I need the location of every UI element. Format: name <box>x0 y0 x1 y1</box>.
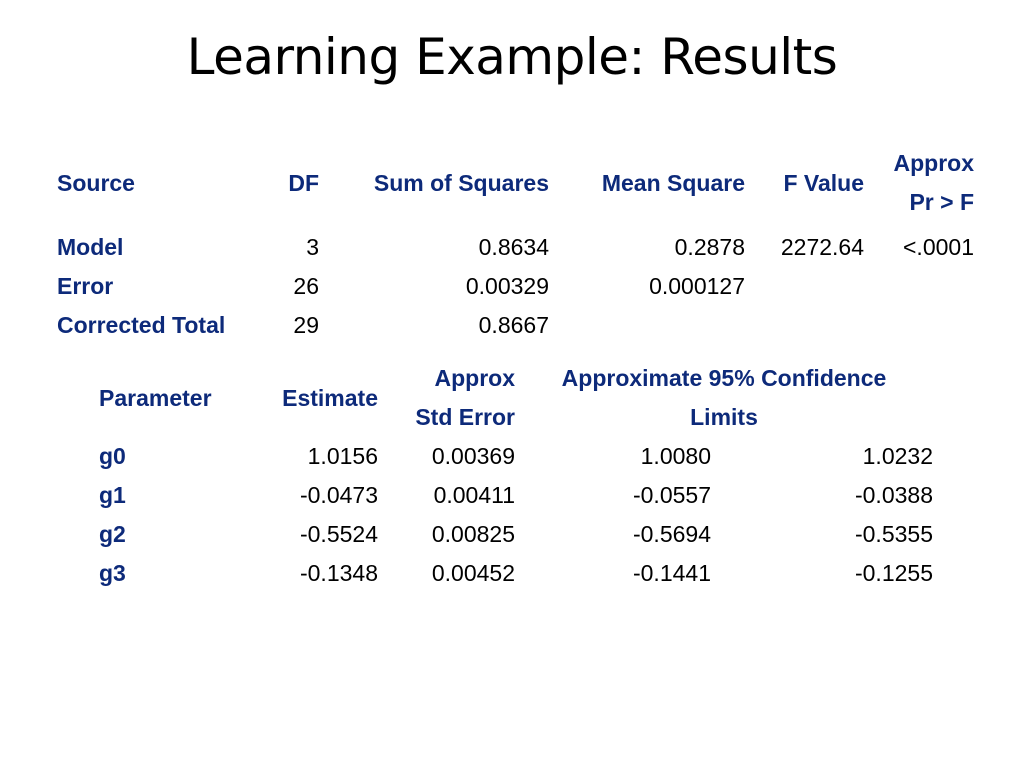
header-pr-gt-f: Pr > F <box>909 189 974 215</box>
row-f: 2272.64 <box>780 234 864 260</box>
row-std-error: 0.00369 <box>431 443 515 469</box>
row-upper-limit: -0.0388 <box>854 482 933 508</box>
header-confidence: Approximate 95% Confidence <box>561 365 887 391</box>
row-source: Corrected Total <box>57 312 226 338</box>
row-lower-limit: -0.1441 <box>632 560 711 586</box>
row-df: 3 <box>306 234 319 260</box>
header-df: DF <box>288 169 319 196</box>
table-row: Error 26 0.00329 0.000127 <box>57 267 974 306</box>
row-estimate: 1.0156 <box>307 443 378 469</box>
table-row: Corrected Total 29 0.8667 <box>57 306 974 345</box>
param-header-row-2: Std Error Limits <box>99 398 933 437</box>
parameter-estimates-table: Parameter Estimate Approx Approximate 95… <box>99 359 933 593</box>
row-lower-limit: -0.0557 <box>632 482 711 508</box>
param-header-row: Parameter Estimate Approx Approximate 95… <box>99 359 933 411</box>
header-approx-se: Approx <box>434 365 516 391</box>
table-row: g0 1.0156 0.00369 1.0080 1.0232 <box>99 437 933 476</box>
row-lower-limit: 1.0080 <box>640 443 711 469</box>
row-ss: 0.00329 <box>465 273 549 299</box>
row-estimate: -0.1348 <box>299 560 378 586</box>
row-lower-limit: -0.5694 <box>632 521 711 547</box>
table-row: g2 -0.5524 0.00825 -0.5694 -0.5355 <box>99 515 933 554</box>
row-std-error: 0.00452 <box>431 560 515 586</box>
header-sum-of-squares: Sum of Squares <box>373 169 549 196</box>
row-parameter: g0 <box>99 443 126 469</box>
row-std-error: 0.00825 <box>431 521 515 547</box>
row-f <box>745 267 864 306</box>
row-std-error: 0.00411 <box>433 482 515 508</box>
row-f <box>745 306 864 345</box>
row-upper-limit: 1.0232 <box>862 443 933 469</box>
slide-title: Learning Example: Results <box>186 28 838 86</box>
header-limits: Limits <box>690 404 758 430</box>
table-row: g1 -0.0473 0.00411 -0.0557 -0.0388 <box>99 476 933 515</box>
row-p <box>864 267 974 306</box>
header-mean-square: Mean Square <box>601 169 745 196</box>
anova-table: Source DF Sum of Squares Mean Square F V… <box>57 144 974 345</box>
row-ss: 0.8667 <box>478 312 549 338</box>
header-f-value: F Value <box>783 169 864 196</box>
row-p: <.0001 <box>903 234 974 260</box>
row-ms: 0.000127 <box>649 273 745 299</box>
header-std-error: Std Error <box>415 404 515 430</box>
table-row: g3 -0.1348 0.00452 -0.1441 -0.1255 <box>99 554 933 593</box>
row-upper-limit: -0.5355 <box>854 521 933 547</box>
row-estimate: -0.0473 <box>299 482 378 508</box>
row-ss: 0.8634 <box>478 234 549 260</box>
row-df: 29 <box>293 312 319 338</box>
table-row: Model 3 0.8634 0.2878 2272.64 <.0001 <box>57 228 974 267</box>
row-ms <box>549 306 745 345</box>
row-parameter: g2 <box>99 521 126 547</box>
row-estimate: -0.5524 <box>299 521 378 547</box>
header-source: Source <box>57 169 135 196</box>
row-source: Model <box>57 234 124 260</box>
row-upper-limit: -0.1255 <box>854 560 933 586</box>
row-parameter: g1 <box>99 482 126 508</box>
header-approx: Approx <box>893 150 975 176</box>
row-source: Error <box>57 273 114 299</box>
anova-header-row: Source DF Sum of Squares Mean Square F V… <box>57 144 975 196</box>
row-parameter: g3 <box>99 560 126 586</box>
row-ms: 0.2878 <box>674 234 745 260</box>
header-parameter: Parameter <box>99 384 212 411</box>
header-estimate: Estimate <box>282 384 378 411</box>
row-p <box>864 306 974 345</box>
row-df: 26 <box>293 273 319 299</box>
anova-header-row-2: Pr > F <box>57 183 974 222</box>
